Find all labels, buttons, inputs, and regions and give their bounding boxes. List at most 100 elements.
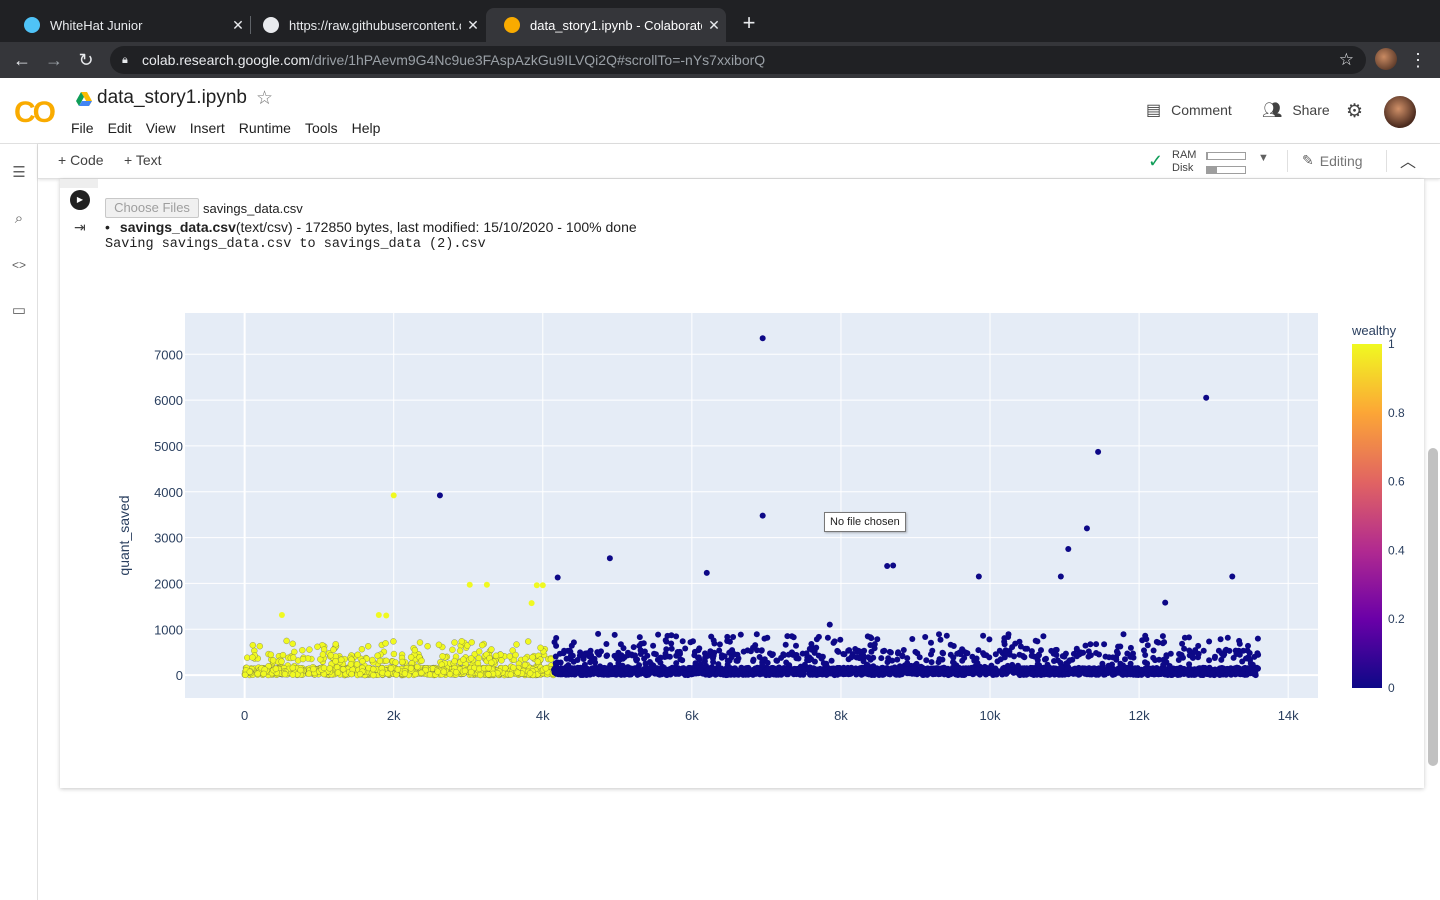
colorbar-tick-label: 0 <box>1388 681 1395 695</box>
data-point <box>1226 647 1233 654</box>
data-point <box>1195 650 1202 657</box>
data-point <box>1192 647 1199 654</box>
data-point <box>929 647 936 654</box>
back-icon[interactable]: ← <box>13 50 31 70</box>
data-point <box>715 661 722 668</box>
chevron-up-icon[interactable]: ︿ <box>1400 154 1417 171</box>
notebook-title[interactable]: data_story1.ipynb <box>97 87 247 108</box>
y-tick-label: 2000 <box>154 576 183 591</box>
data-point <box>1141 647 1147 654</box>
data-point <box>1040 633 1047 640</box>
scrollbar[interactable] <box>1428 448 1438 766</box>
colab-favicon <box>504 17 520 33</box>
reload-icon[interactable]: ↻ <box>78 50 94 70</box>
choose-files-button[interactable]: Choose Files <box>105 198 199 218</box>
menu-edit[interactable]: Edit <box>107 120 132 136</box>
data-point <box>407 654 415 661</box>
upload-filename: savings_data.csv <box>119 219 236 235</box>
code-snippets-icon[interactable]: <> <box>11 258 26 272</box>
output-icon[interactable]: ⇥ <box>74 219 86 235</box>
data-point <box>542 665 549 672</box>
menu-insert[interactable]: Insert <box>189 120 225 136</box>
data-point <box>710 659 717 665</box>
data-point <box>492 652 500 659</box>
menu-file[interactable]: File <box>71 120 94 136</box>
menu-help[interactable]: Help <box>351 120 381 136</box>
data-point <box>1127 668 1134 675</box>
data-point <box>889 657 896 664</box>
data-point <box>1076 671 1083 678</box>
menu-view[interactable]: View <box>145 120 176 136</box>
browser-tab-colab[interactable]: data_story1.ipynb - Colaborato ✕ <box>486 8 726 42</box>
add-text-button[interactable]: + Text <box>124 152 162 168</box>
data-point <box>636 634 643 641</box>
data-point <box>865 654 872 661</box>
scatter-chart[interactable]: 0 2k 4k 6k 8k 10k 12k 14k 0 1000 2000 3000 4000 5000 6… <box>60 290 1424 740</box>
data-point <box>1058 664 1064 671</box>
menu-tools[interactable]: Tools <box>304 120 338 136</box>
data-point <box>1229 573 1236 580</box>
share-button[interactable]: 👥︎ Share <box>1262 100 1330 120</box>
pencil-icon: ✎ <box>1302 152 1314 168</box>
url-input[interactable]: 🔒︎ colab.research.google.com/drive/1hPAe… <box>110 46 1366 74</box>
forward-icon[interactable]: → <box>45 50 63 70</box>
data-point <box>878 655 885 662</box>
add-code-button[interactable]: + Code <box>58 152 104 168</box>
data-point <box>808 656 815 663</box>
data-point <box>826 621 833 628</box>
browser-tab-github[interactable]: https://raw.githubusercontent.c ✕ <box>245 8 485 42</box>
star-icon[interactable]: ☆ <box>256 88 274 109</box>
data-point <box>806 645 813 652</box>
data-point <box>711 640 718 647</box>
data-point <box>1172 670 1179 677</box>
data-point <box>655 631 662 638</box>
comment-button[interactable]: ▤ Comment <box>1146 100 1232 120</box>
data-point <box>885 666 892 673</box>
chevron-down-icon[interactable]: ▼ <box>1258 152 1269 164</box>
colab-logo[interactable]: CO <box>14 96 56 129</box>
data-point <box>880 666 887 672</box>
data-point <box>923 657 930 664</box>
data-point <box>887 671 894 678</box>
data-point <box>960 671 967 678</box>
data-point <box>279 651 287 659</box>
data-point <box>853 671 860 678</box>
avatar[interactable] <box>1384 96 1416 128</box>
bookmark-star-icon[interactable]: ☆ <box>1338 50 1354 69</box>
close-icon[interactable]: ✕ <box>467 16 479 33</box>
data-point <box>815 633 822 640</box>
close-icon[interactable]: ✕ <box>708 16 720 33</box>
data-point <box>679 638 686 645</box>
table-of-contents-icon[interactable]: ☰ <box>12 164 26 181</box>
data-point <box>929 665 936 672</box>
new-tab-button[interactable]: + <box>742 10 756 35</box>
people-icon: 👥︎ <box>1262 102 1283 119</box>
profile-avatar[interactable] <box>1375 48 1397 70</box>
search-icon[interactable]: ⌕ <box>14 210 24 227</box>
editing-mode-button[interactable]: ✎ Editing <box>1302 152 1363 169</box>
data-point <box>370 665 377 673</box>
gear-icon: ⚙ <box>1346 101 1364 122</box>
saving-message: Saving savings_data.csv to savings_data … <box>105 237 486 252</box>
x-tick-label: 4k <box>536 708 550 723</box>
folder-icon[interactable]: ▭ <box>11 302 27 319</box>
kebab-menu-icon[interactable]: ⋮ <box>1409 50 1427 70</box>
data-point <box>1139 637 1146 644</box>
menu-runtime[interactable]: Runtime <box>238 120 291 136</box>
browser-tab-whitehat[interactable]: WhiteHat Junior ✕ <box>6 8 250 42</box>
settings-button[interactable]: ⚙ <box>1346 100 1373 123</box>
data-point <box>940 650 947 657</box>
data-point <box>846 647 853 654</box>
data-point <box>1240 665 1247 672</box>
data-point <box>1162 599 1169 606</box>
run-cell-button[interactable]: ▶ <box>70 190 90 210</box>
data-point <box>686 665 693 672</box>
resources-indicator[interactable]: ✓ RAM Disk <box>1146 147 1286 175</box>
data-point <box>1181 645 1188 652</box>
data-point <box>570 658 577 665</box>
colorbar-tick-label: 1 <box>1388 337 1395 351</box>
data-point <box>299 647 306 654</box>
data-point <box>673 660 680 667</box>
close-icon[interactable]: ✕ <box>232 16 244 33</box>
data-point <box>512 651 519 659</box>
